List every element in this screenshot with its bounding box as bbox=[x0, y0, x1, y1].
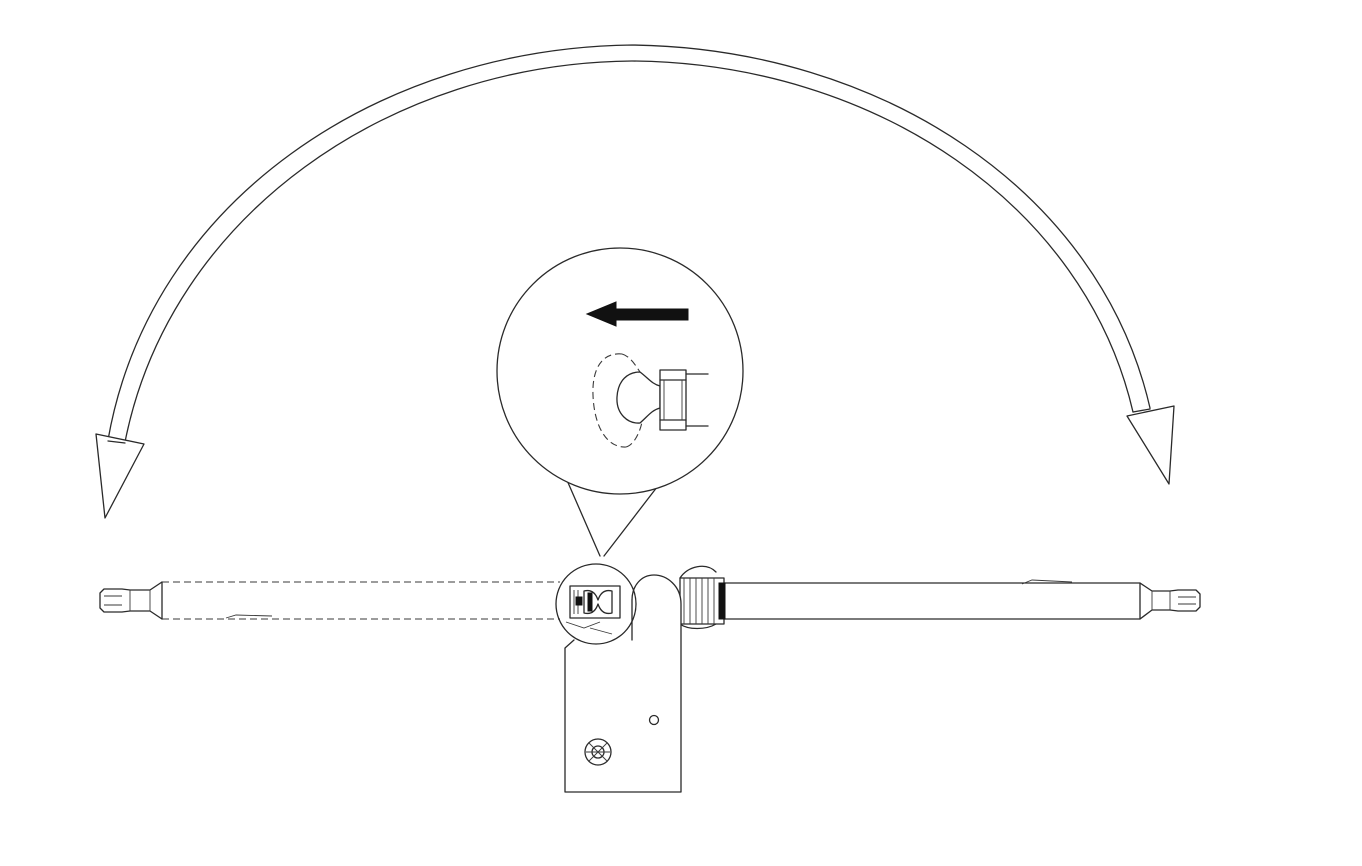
push-direction-arrow-icon bbox=[585, 301, 689, 327]
detail-magnifier bbox=[496, 247, 744, 495]
bolt-head-icon bbox=[584, 738, 612, 766]
arrowhead-left-icon bbox=[95, 433, 145, 519]
arrowhead-right-icon bbox=[1126, 405, 1175, 485]
right-arm-tip bbox=[1139, 582, 1201, 620]
threaded-collar bbox=[679, 565, 726, 630]
mounting-hole-icon bbox=[648, 714, 660, 726]
arm-current-position bbox=[679, 565, 1201, 630]
callout-leader bbox=[565, 477, 665, 557]
magnified-lock-pin bbox=[592, 353, 709, 448]
detail-marker-circle bbox=[555, 563, 637, 645]
arm-alternate-position bbox=[99, 581, 560, 620]
rotation-range-arrow bbox=[95, 44, 1175, 519]
left-arm-tip bbox=[99, 581, 163, 620]
